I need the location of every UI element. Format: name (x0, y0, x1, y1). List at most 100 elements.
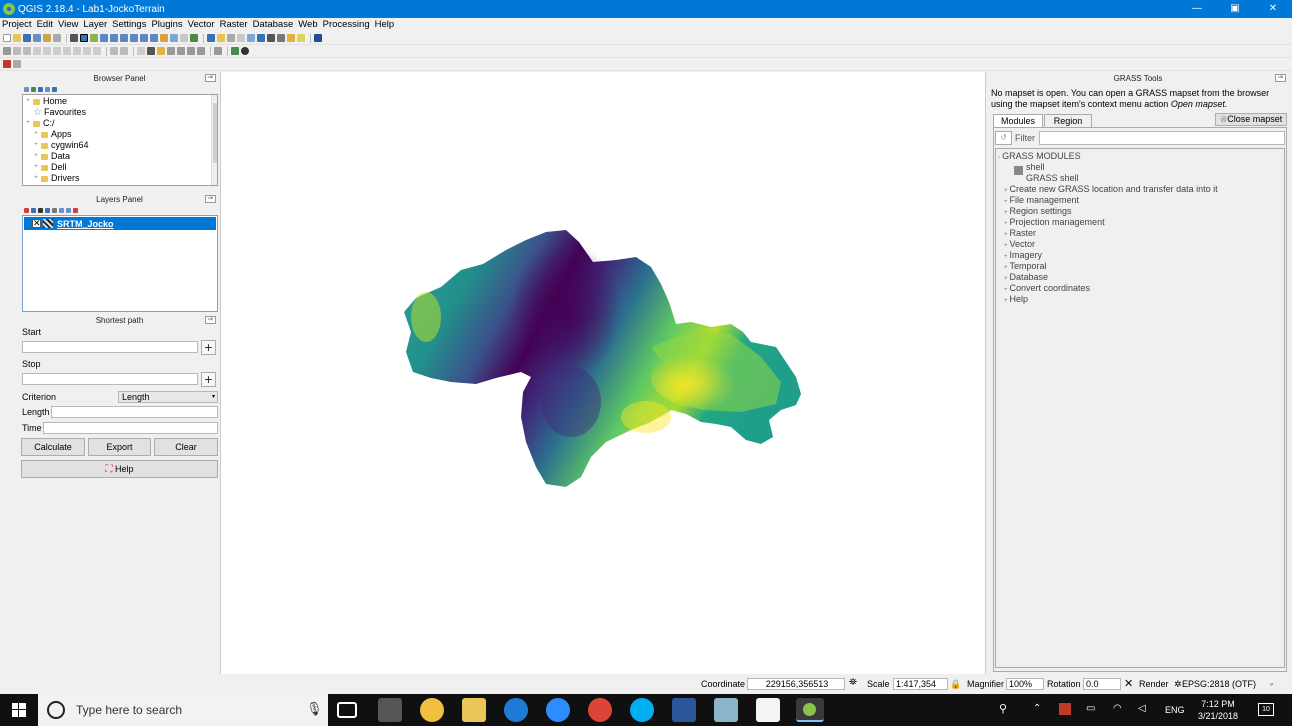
save-as-icon[interactable] (33, 34, 41, 42)
menu-plugins[interactable]: Plugins (151, 19, 183, 30)
show-hidden-icons[interactable]: ⌃ (1033, 703, 1042, 714)
collapse-all-icon[interactable] (45, 87, 50, 92)
road-graph-icon[interactable] (3, 60, 11, 68)
browser-panel-close-button[interactable]: ▫× (205, 74, 216, 82)
zoom-next-icon[interactable] (150, 34, 158, 42)
browser-item[interactable]: + Home (23, 96, 217, 107)
expand-icon[interactable]: + (1004, 265, 1008, 271)
coordinate-field[interactable]: 229156,356513 (747, 678, 845, 690)
map-tips-icon[interactable] (287, 34, 295, 42)
save-edits-icon[interactable] (23, 47, 31, 55)
expand-icon[interactable]: + (1004, 298, 1008, 304)
grass-module-item[interactable]: + Database (998, 272, 1284, 283)
bookmark-icon[interactable] (170, 34, 178, 42)
grass-module-item[interactable]: + Help (998, 294, 1284, 305)
maximize-button[interactable]: ▣ (1230, 3, 1240, 14)
qgis-taskbar-icon[interactable] (796, 698, 824, 722)
notifications-icon[interactable]: 10 (1258, 703, 1274, 716)
remove-layer-icon[interactable] (73, 208, 78, 213)
grass-module-item[interactable]: + Temporal (998, 261, 1284, 272)
tab-region[interactable]: Region (1044, 114, 1092, 127)
undo-icon[interactable] (110, 47, 118, 55)
start-capture-button[interactable]: + (201, 340, 216, 355)
weather-icon[interactable] (420, 698, 444, 722)
rotation-field[interactable]: 0.0 (1083, 678, 1121, 690)
grass-module-item[interactable]: + Raster (998, 228, 1284, 239)
sum-icon[interactable] (267, 34, 275, 42)
expand-all-icon[interactable] (59, 208, 64, 213)
document-icon[interactable] (756, 698, 780, 722)
zoom-out-icon[interactable] (100, 34, 108, 42)
composer-manager-icon[interactable] (53, 34, 61, 42)
menu-edit[interactable]: Edit (36, 19, 53, 30)
refresh-icon[interactable] (190, 34, 198, 42)
tab-modules[interactable]: Modules (993, 114, 1043, 127)
taskbar-search[interactable]: Type here to search 🎙 (38, 694, 328, 726)
change-label-icon[interactable] (197, 47, 205, 55)
grass-module-item[interactable]: + Vector (998, 239, 1284, 250)
toggle-editing-icon[interactable] (13, 47, 21, 55)
current-edits-icon[interactable] (3, 47, 11, 55)
expand-icon[interactable]: + (26, 98, 30, 104)
menu-settings[interactable]: Settings (112, 19, 147, 30)
expand-icon[interactable]: + (1004, 254, 1008, 260)
filter-input[interactable] (1039, 131, 1285, 145)
microphone-icon[interactable]: 🎙 (306, 701, 323, 716)
move-feature-icon[interactable] (43, 47, 51, 55)
export-button[interactable]: Export (88, 438, 151, 456)
browser-item[interactable]: + Data (23, 151, 217, 162)
expand-icon[interactable]: + (1004, 221, 1008, 227)
add-selected-icon[interactable] (24, 87, 29, 92)
new-project-icon[interactable] (3, 34, 11, 42)
tray-app-icon[interactable] (1059, 703, 1071, 715)
skype-icon[interactable] (630, 698, 654, 722)
menu-raster[interactable]: Raster (219, 19, 248, 30)
start-button[interactable] (0, 694, 38, 726)
close-button[interactable]: ✕ (1268, 3, 1278, 14)
layer-labeling-icon[interactable] (147, 47, 155, 55)
expand-icon[interactable]: + (34, 175, 38, 181)
grass-module-item[interactable]: + Imagery (998, 250, 1284, 261)
add-feature-icon[interactable] (33, 47, 41, 55)
edge-icon[interactable] (504, 698, 528, 722)
pin-labels-icon[interactable] (157, 47, 165, 55)
start-input[interactable] (22, 341, 198, 353)
menu-project[interactable]: Project (2, 19, 32, 30)
layers-panel-close-button[interactable]: ▫× (205, 195, 216, 203)
grass-module-item[interactable]: + Create new GRASS location and transfer … (998, 184, 1284, 195)
wifi-icon[interactable]: ◠ (1113, 703, 1122, 714)
zoom-layer-icon[interactable] (120, 34, 128, 42)
browser-scrollbar[interactable] (211, 95, 217, 185)
zoom-last-icon[interactable] (140, 34, 148, 42)
text-annotation-icon[interactable] (214, 47, 222, 55)
deselect-icon[interactable] (227, 34, 235, 42)
label-tool-icon[interactable] (137, 47, 145, 55)
zoom-full-icon[interactable] (110, 34, 118, 42)
calculate-button[interactable]: Calculate (21, 438, 85, 456)
grass-module-item[interactable]: + File management (998, 195, 1284, 206)
lock-scale-icon[interactable]: 🔒 (950, 679, 962, 689)
filter-reset-icon[interactable]: ↺ (995, 131, 1012, 145)
messages-icon[interactable]: ◦ (1270, 679, 1274, 689)
volume-icon[interactable]: ◁ (1138, 703, 1146, 714)
minimize-button[interactable]: — (1192, 3, 1202, 14)
arcgis-icon[interactable] (714, 698, 738, 722)
task-view-icon[interactable] (337, 702, 357, 718)
collapse-all-layers-icon[interactable] (66, 208, 71, 213)
delete-selected-icon[interactable] (63, 47, 71, 55)
manage-visibility-icon[interactable] (38, 208, 43, 213)
menu-processing[interactable]: Processing (322, 19, 370, 30)
crs-status[interactable]: EPSG:2818 (OTF) (1182, 679, 1257, 689)
menu-database[interactable]: Database (252, 19, 294, 30)
expand-icon[interactable]: + (1004, 276, 1008, 282)
menu-layer[interactable]: Layer (83, 19, 108, 30)
zoom-selection-icon[interactable] (130, 34, 138, 42)
close-mapset-button[interactable]: ⊗Close mapset (1215, 113, 1287, 126)
battery-icon[interactable]: ▭ (1086, 703, 1096, 714)
render-checkbox[interactable]: ✕ (1124, 678, 1134, 690)
identify-icon[interactable] (207, 34, 215, 42)
expand-icon[interactable]: + (1004, 287, 1008, 293)
criterion-select[interactable]: Length ▾ (118, 391, 218, 403)
expand-icon[interactable]: + (26, 120, 30, 126)
magnifier-field[interactable]: 100% (1006, 678, 1044, 690)
